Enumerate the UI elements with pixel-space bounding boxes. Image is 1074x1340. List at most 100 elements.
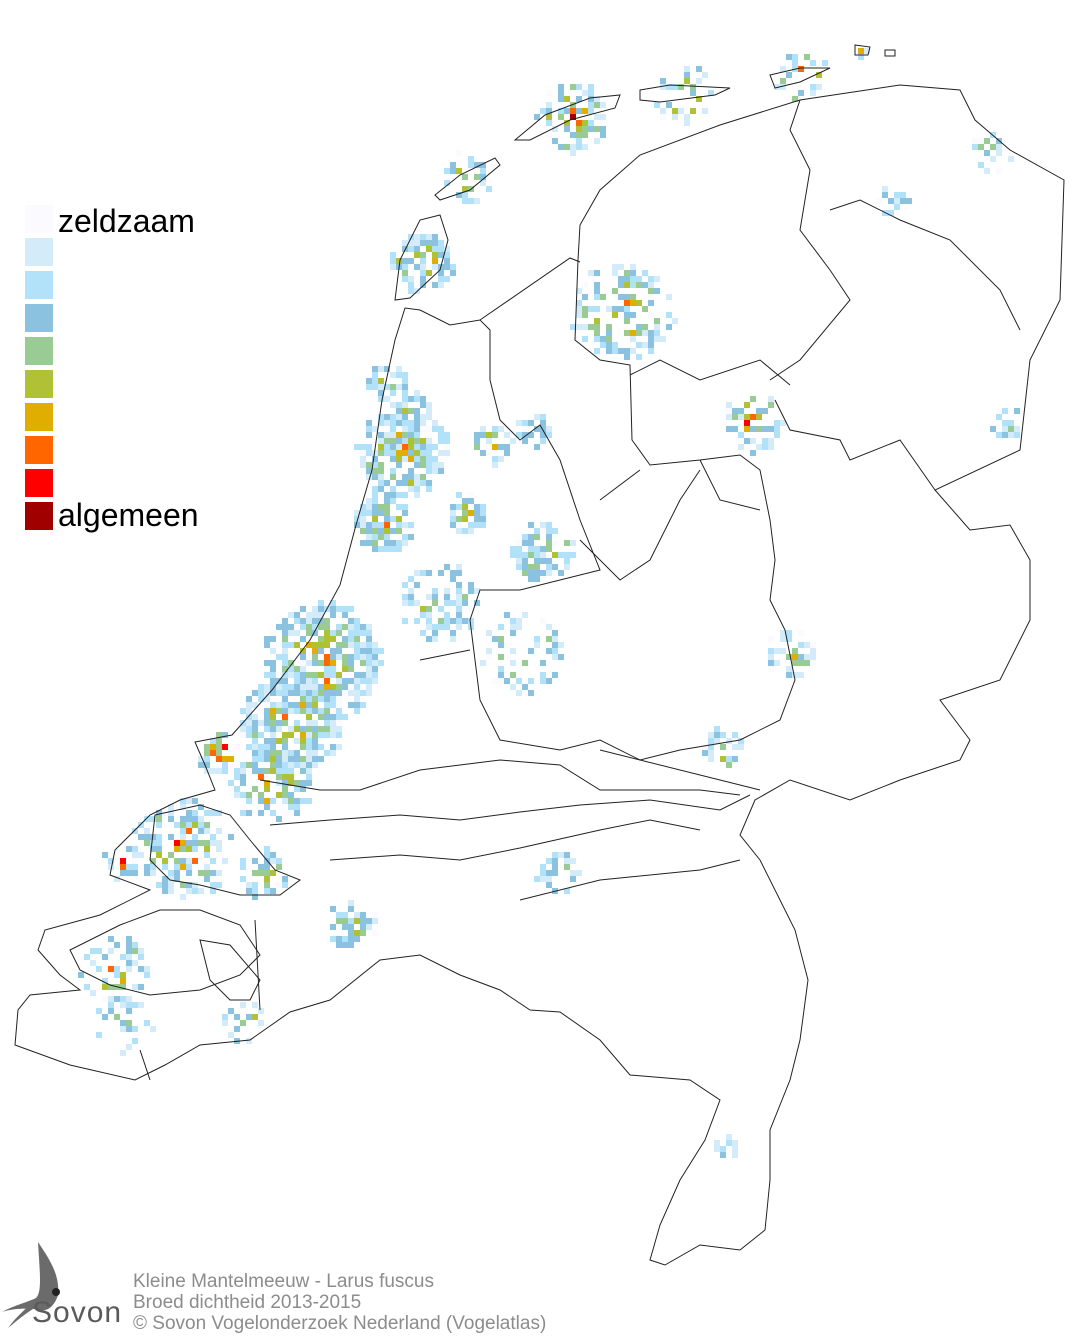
- density-cell: [324, 684, 330, 690]
- density-cell: [522, 684, 528, 690]
- density-cell: [324, 660, 330, 666]
- density-cell: [276, 768, 282, 774]
- density-cell: [324, 726, 330, 732]
- density-cell: [204, 870, 210, 876]
- density-cell: [96, 1008, 102, 1014]
- density-cell: [402, 540, 408, 546]
- density-cell: [978, 138, 984, 144]
- density-cell: [312, 618, 318, 624]
- density-cell: [318, 600, 324, 606]
- density-cell: [534, 570, 540, 576]
- density-cell: [624, 330, 630, 336]
- legend-swatch: [25, 403, 53, 431]
- density-cell: [420, 258, 426, 264]
- density-cell: [246, 1014, 252, 1020]
- density-cell: [576, 300, 582, 306]
- density-cell: [642, 330, 648, 336]
- density-cell: [684, 114, 690, 120]
- density-cell: [480, 432, 486, 438]
- density-cell: [522, 426, 528, 432]
- density-cell: [132, 1026, 138, 1032]
- density-cell: [630, 312, 636, 318]
- density-cell: [318, 684, 324, 690]
- density-cell: [816, 72, 822, 78]
- density-cell: [540, 552, 546, 558]
- density-cell: [612, 270, 618, 276]
- density-cell: [582, 132, 588, 138]
- density-cell: [720, 1152, 726, 1158]
- density-cell: [420, 234, 426, 240]
- density-cell: [336, 642, 342, 648]
- density-cell: [258, 732, 264, 738]
- density-cell: [216, 882, 222, 888]
- density-cell: [330, 708, 336, 714]
- density-cell: [366, 474, 372, 480]
- density-cell: [180, 828, 186, 834]
- density-cell: [282, 666, 288, 672]
- density-cell: [432, 264, 438, 270]
- density-cell: [264, 720, 270, 726]
- density-cell: [354, 516, 360, 522]
- density-cell: [258, 1020, 264, 1026]
- density-cell: [618, 294, 624, 300]
- density-cell: [486, 186, 492, 192]
- density-cell: [390, 438, 396, 444]
- density-cell: [576, 84, 582, 90]
- density-cell: [540, 618, 546, 624]
- density-cell: [462, 618, 468, 624]
- density-cell: [288, 750, 294, 756]
- density-cell: [486, 654, 492, 660]
- density-cell: [654, 324, 660, 330]
- density-cell: [288, 732, 294, 738]
- density-cell: [768, 444, 774, 450]
- density-cell: [540, 522, 546, 528]
- density-cell: [432, 258, 438, 264]
- legend-swatch: [25, 370, 53, 398]
- density-cell: [726, 738, 732, 744]
- density-cell: [372, 528, 378, 534]
- density-cell: [714, 726, 720, 732]
- density-cell: [714, 1140, 720, 1146]
- density-cell: [522, 612, 528, 618]
- density-cell: [114, 1014, 120, 1020]
- density-cell: [276, 864, 282, 870]
- density-cell: [204, 822, 210, 828]
- density-cell: [294, 708, 300, 714]
- density-cell: [234, 768, 240, 774]
- density-cell: [636, 342, 642, 348]
- density-cell: [390, 384, 396, 390]
- density-cell: [444, 276, 450, 282]
- density-cell: [516, 564, 522, 570]
- density-cell: [384, 492, 390, 498]
- density-cell: [426, 444, 432, 450]
- density-cell: [156, 840, 162, 846]
- density-cell: [276, 882, 282, 888]
- density-cell: [690, 90, 696, 96]
- density-cell: [444, 600, 450, 606]
- density-cell: [282, 876, 288, 882]
- density-cell: [366, 654, 372, 660]
- density-cell: [150, 840, 156, 846]
- density-cell: [420, 264, 426, 270]
- density-cell: [306, 738, 312, 744]
- density-cell: [546, 90, 552, 96]
- density-cell: [570, 108, 576, 114]
- density-cell: [300, 696, 306, 702]
- borders: [14, 44, 1065, 1266]
- density-cell: [600, 114, 606, 120]
- density-cell: [264, 780, 270, 786]
- density-cell: [510, 672, 516, 678]
- density-cell: [198, 840, 204, 846]
- density-cell: [408, 408, 414, 414]
- density-cell: [396, 462, 402, 468]
- density-cell: [504, 612, 510, 618]
- density-cell: [270, 810, 276, 816]
- legend-swatch: [25, 502, 53, 530]
- density-cell: [282, 780, 288, 786]
- density-cell: [420, 474, 426, 480]
- density-cell: [282, 648, 288, 654]
- density-cell: [312, 702, 318, 708]
- density-cell: [426, 402, 432, 408]
- density-cell: [306, 762, 312, 768]
- density-cell: [228, 756, 234, 762]
